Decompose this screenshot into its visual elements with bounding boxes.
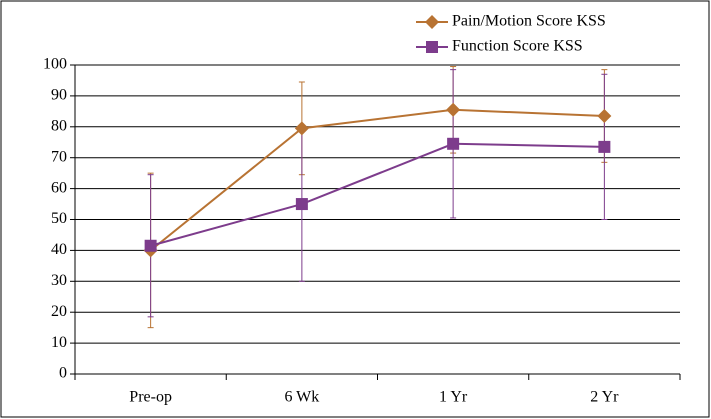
y-tick-label: 30: [51, 272, 67, 289]
marker: [294, 121, 309, 136]
legend-label: Pain/Motion Score KSS: [452, 13, 606, 30]
y-tick-label: 40: [51, 241, 67, 258]
y-tick-label: 0: [59, 365, 67, 382]
marker: [144, 239, 157, 252]
x-tick-label: 2 Yr: [590, 389, 619, 406]
marker: [447, 137, 460, 150]
legend-label: Function Score KSS: [452, 38, 583, 55]
x-tick-label: 6 Wk: [284, 389, 319, 406]
marker: [597, 108, 612, 123]
x-tick-label: 1 Yr: [439, 389, 468, 406]
y-tick-label: 90: [51, 87, 67, 104]
marker: [295, 198, 308, 211]
marker: [598, 140, 611, 153]
y-tick-label: 60: [51, 179, 67, 196]
marker: [425, 15, 439, 29]
y-tick-label: 70: [51, 148, 67, 165]
y-tick-label: 80: [51, 117, 67, 134]
y-tick-label: 20: [51, 303, 67, 320]
y-tick-label: 10: [51, 334, 67, 351]
series-line: [149, 108, 605, 252]
marker: [426, 41, 438, 53]
series-line: [150, 142, 605, 247]
x-tick-label: Pre-op: [129, 389, 172, 406]
marker: [446, 102, 461, 117]
y-tick-label: 100: [43, 56, 67, 73]
y-tick-label: 50: [51, 210, 67, 227]
